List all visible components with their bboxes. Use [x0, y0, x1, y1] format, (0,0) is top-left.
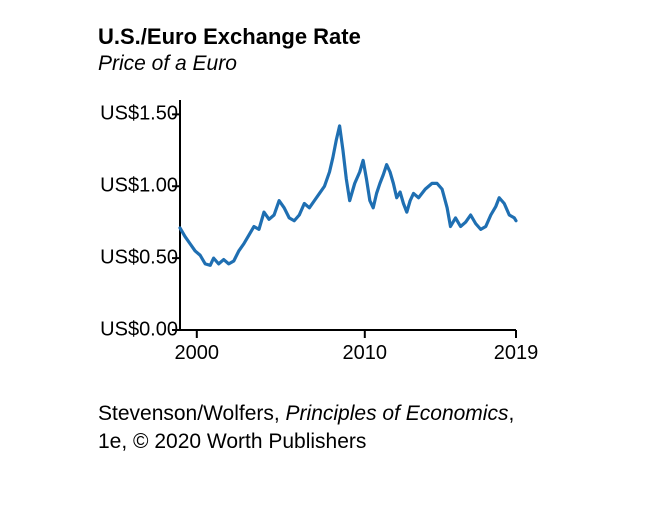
chart-title: U.S./Euro Exchange Rate [98, 24, 361, 50]
chart-caption: Stevenson/Wolfers, Principles of Economi… [98, 400, 518, 457]
chart-plot: US$1.50 US$1.00 US$0.50 US$0.00 2000 201… [98, 90, 528, 370]
figure: U.S./Euro Exchange Rate Price of a Euro … [0, 0, 650, 513]
caption-book-title: Principles of Economics [286, 402, 509, 425]
x-tick-label-0: 2000 [175, 342, 220, 365]
chart-subtitle: Price of a Euro [98, 52, 237, 76]
caption-authors: Stevenson/Wolfers, [98, 402, 286, 425]
y-tick-label-2: US$1.00 [100, 175, 178, 198]
y-tick-label-1: US$0.50 [100, 247, 178, 270]
y-tick-label-0: US$0.00 [100, 319, 178, 342]
x-tick-label-2: 2019 [494, 342, 539, 365]
x-tick-label-1: 2010 [343, 342, 388, 365]
y-tick-label-3: US$1.50 [100, 103, 178, 126]
